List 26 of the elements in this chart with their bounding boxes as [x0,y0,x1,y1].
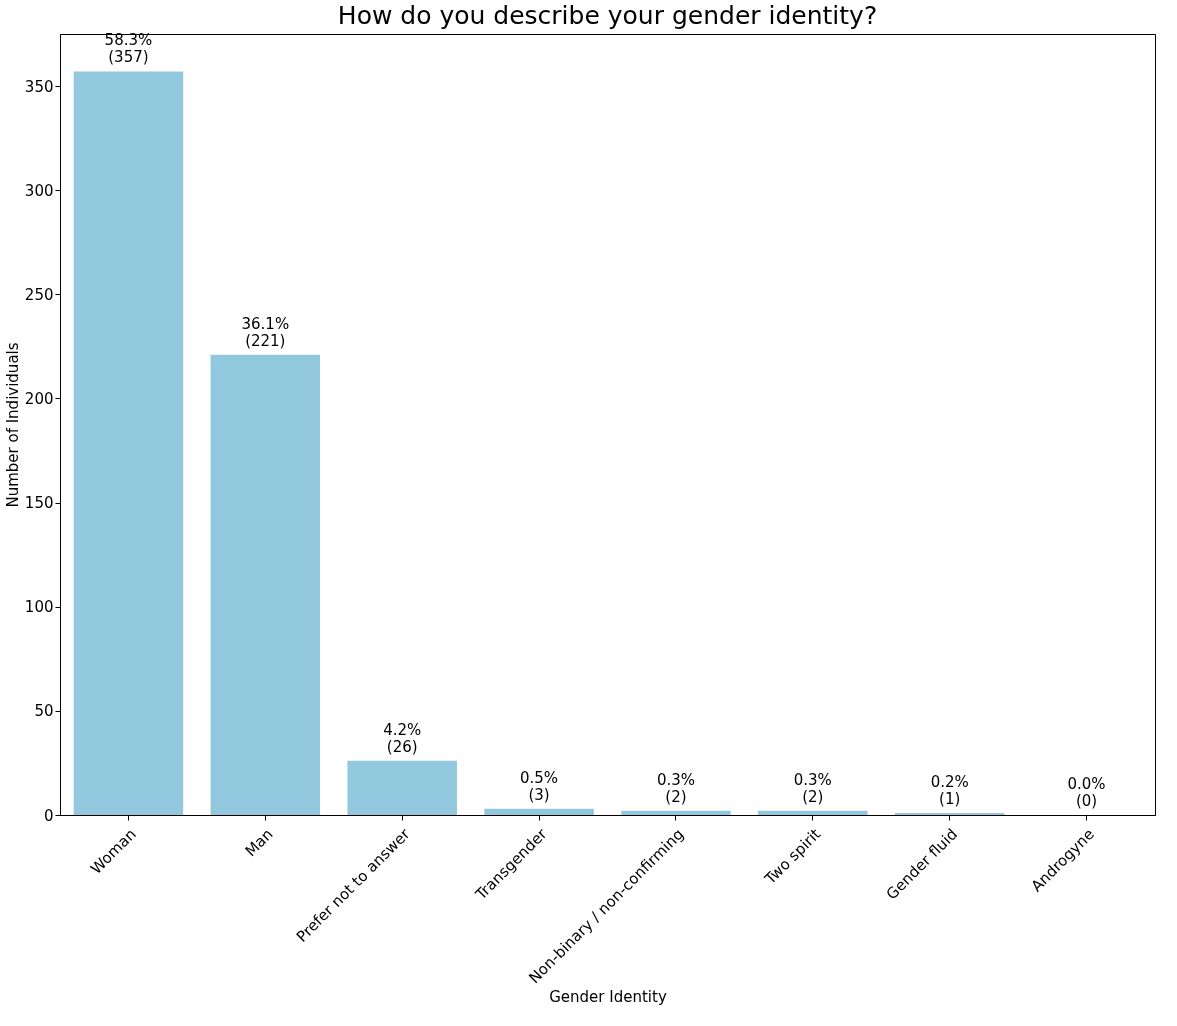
bar [758,810,868,815]
x-tick-label: Man [241,825,277,861]
y-tick-label: 100 [24,598,54,617]
bar [210,354,321,815]
data-label: 0.0% (0) [1067,775,1106,810]
bar [73,71,184,815]
data-label: 4.2% (26) [383,720,422,756]
y-tick-label: 150 [24,494,54,513]
x-axis-title: Gender Identity [549,988,667,1007]
data-label: 0.5% (3) [520,768,559,804]
y-tick-label: 250 [24,285,54,304]
data-label: 0.2% (1) [930,772,969,808]
y-tick-label: 350 [24,77,54,96]
bar [484,808,594,815]
bar [347,760,457,815]
bar [621,810,731,815]
y-tick-label: 300 [24,181,54,200]
data-label: 36.1% (221) [241,314,290,350]
y-tick-label: 200 [24,389,54,408]
data-label: 0.3% (2) [656,770,695,806]
chart-title: How do you describe your gender identity? [337,1,878,31]
data-label: 0.3% (2) [793,770,832,806]
y-tick-label: 50 [34,702,54,721]
y-axis-title: Number of Individuals [3,342,22,508]
y-tick-label: 0 [43,806,54,825]
bar [894,812,1005,815]
